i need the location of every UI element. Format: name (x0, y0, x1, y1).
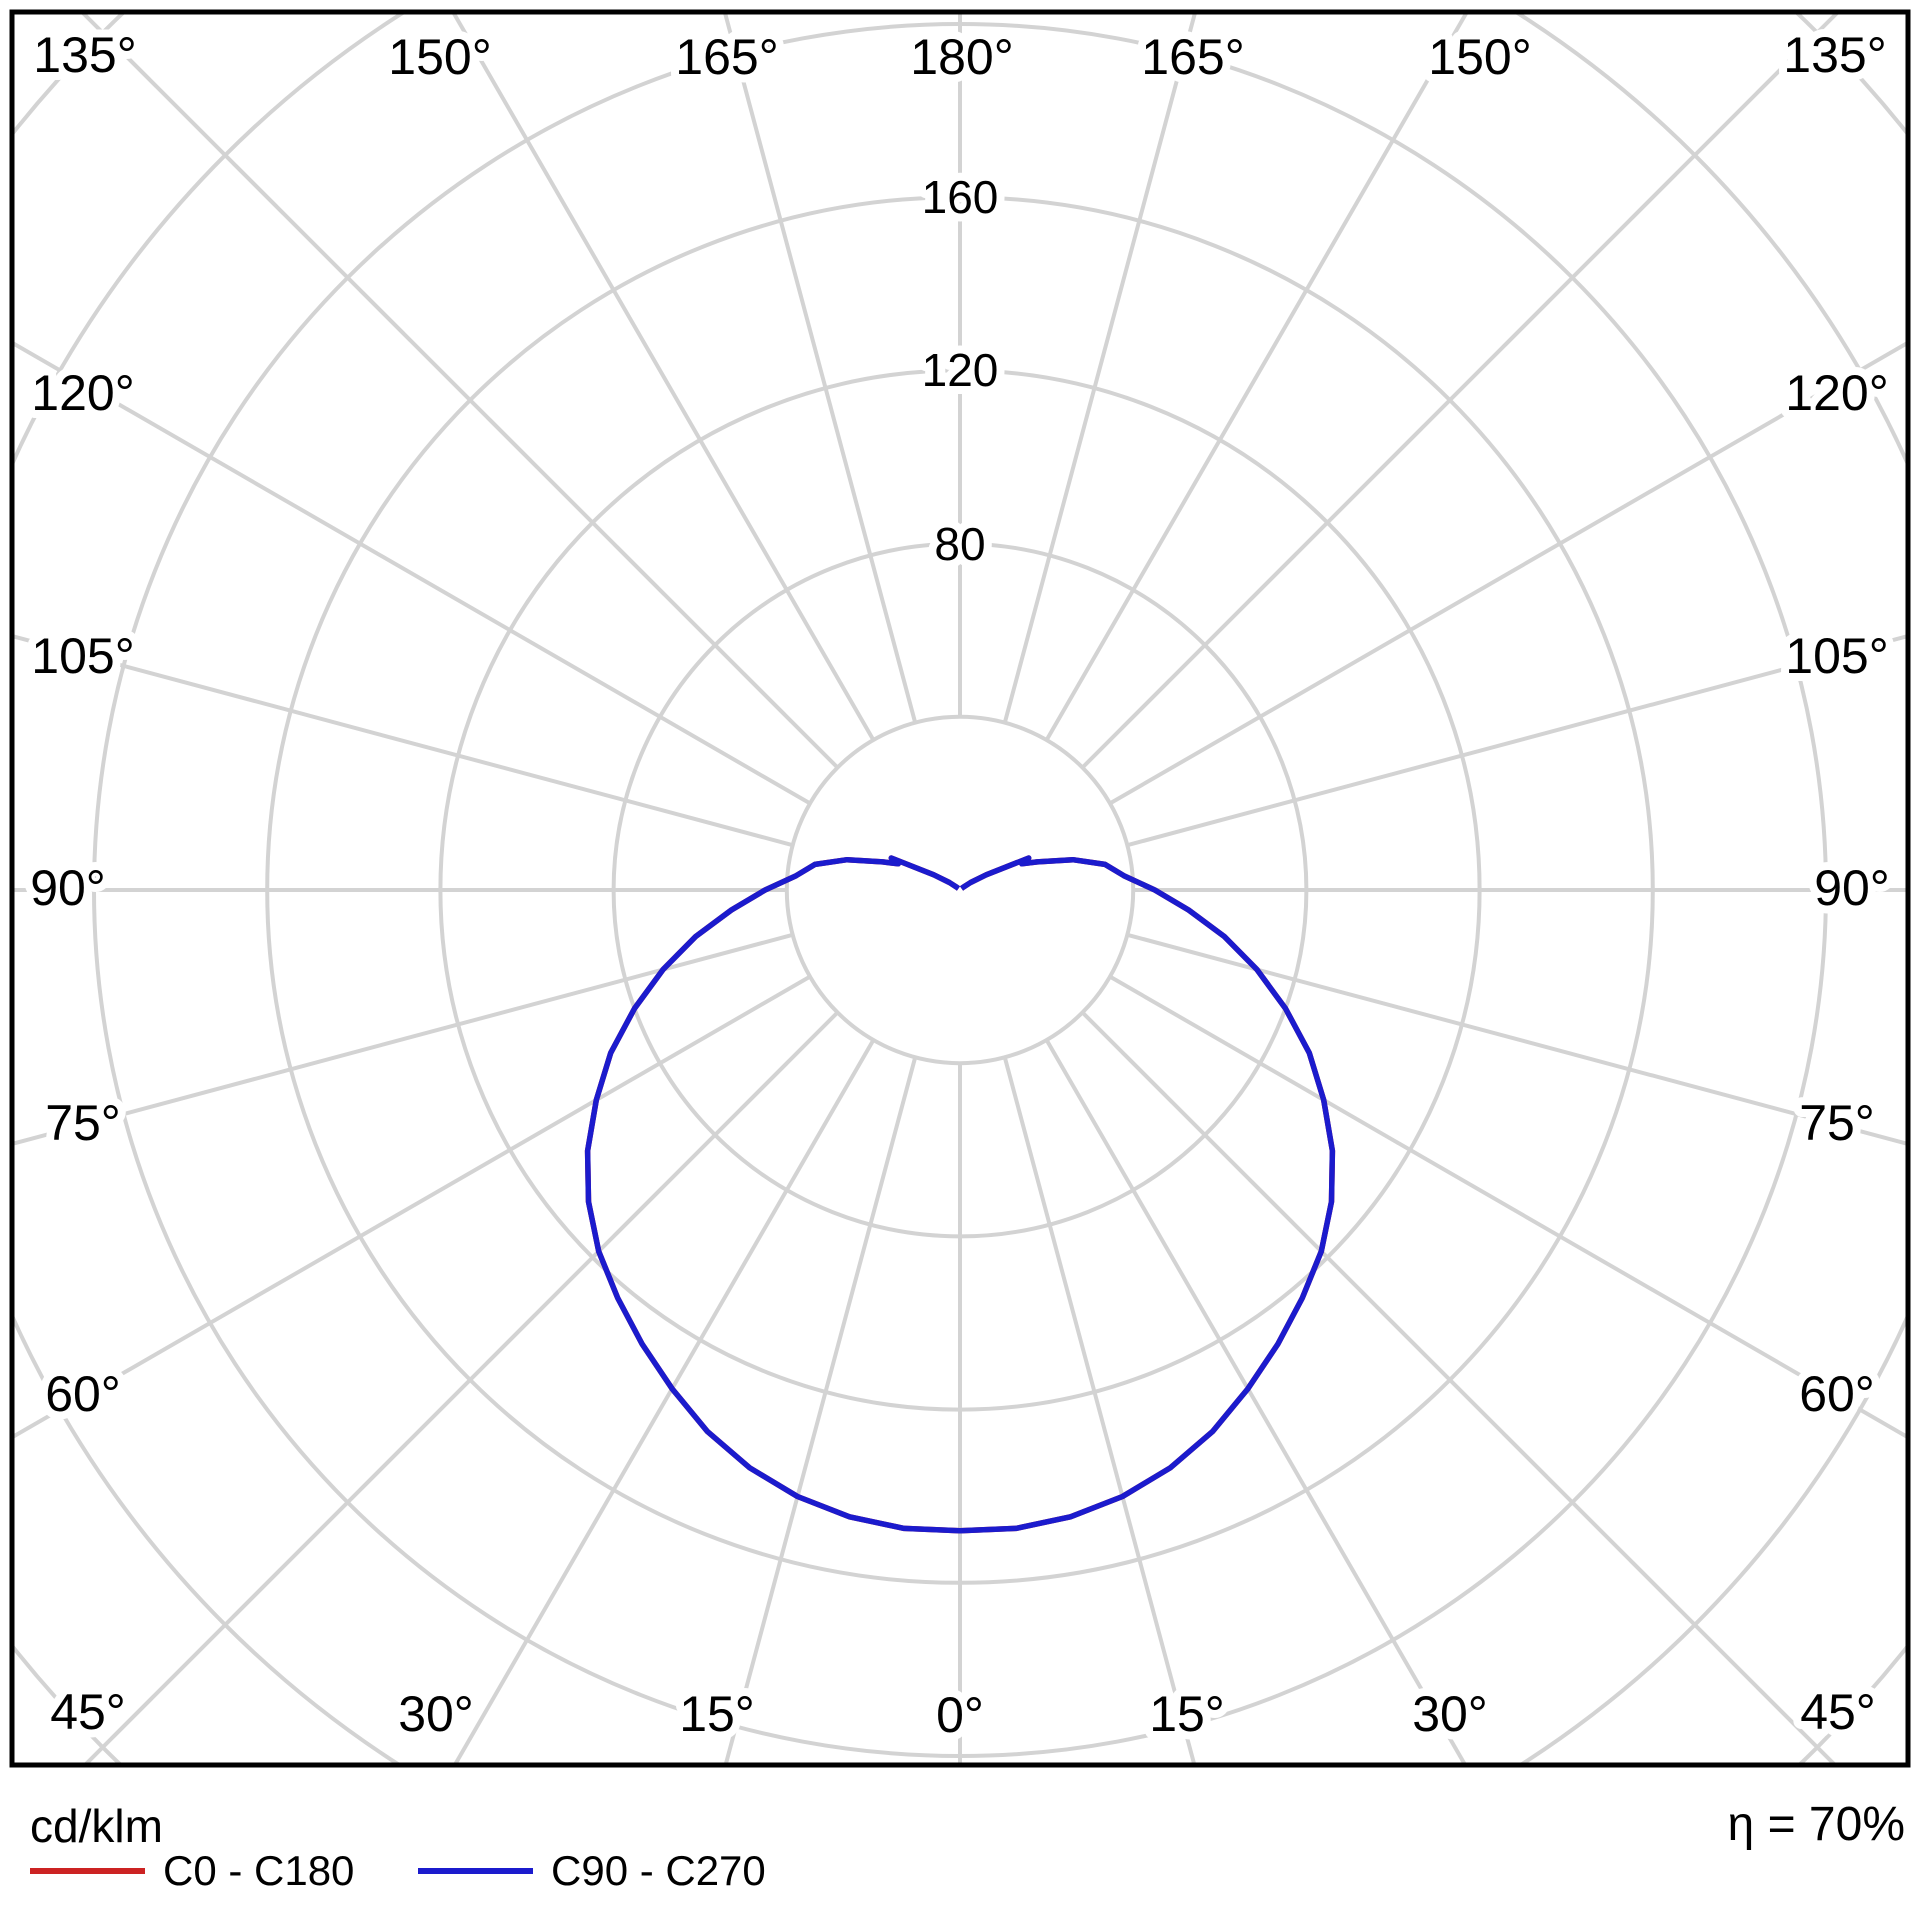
angle-label-top-165: 165° (675, 29, 778, 85)
unit-label: cd/klm (30, 1800, 163, 1852)
angle-label-bottom-30: 30° (1412, 1686, 1488, 1742)
angle-label-bottom-15: 15° (1149, 1686, 1225, 1742)
angle-label-bottom-45: 45° (1800, 1684, 1876, 1740)
angle-label-right-105: 105° (1785, 628, 1888, 684)
angle-label-left-75: 75° (45, 1095, 121, 1151)
radial-tick-label-80: 80 (934, 518, 985, 570)
angle-label-right-60: 60° (1799, 1366, 1875, 1422)
angle-label-top-150: 150° (1428, 29, 1531, 85)
angle-label-top-150: 150° (388, 29, 491, 85)
angle-label-left-105: 105° (31, 628, 134, 684)
efficiency-label: η = 70% (1728, 1798, 1905, 1851)
angle-label-bottom-15: 15° (679, 1686, 755, 1742)
angle-label-right-75: 75° (1799, 1095, 1875, 1151)
angle-label-bottom-45: 45° (50, 1684, 126, 1740)
angle-label-right-90: 90° (1814, 860, 1890, 916)
angle-label-top-135: 135° (1783, 27, 1886, 83)
angle-label-bottom-30: 30° (398, 1686, 474, 1742)
radial-tick-label-120: 120 (922, 344, 999, 396)
angle-label-bottom-0: 0° (936, 1687, 984, 1743)
angle-label-left-90: 90° (30, 860, 106, 916)
angle-label-right-120: 120° (1785, 365, 1888, 421)
angle-label-top-180: 180° (910, 29, 1013, 85)
legend-label-c0-c180: C0 - C180 (163, 1847, 354, 1894)
angle-label-left-60: 60° (45, 1366, 121, 1422)
angle-label-left-120: 120° (31, 365, 134, 421)
angle-label-top-135: 135° (33, 27, 136, 83)
angle-label-top-165: 165° (1141, 29, 1244, 85)
legend-label-c90-c270: C90 - C270 (551, 1847, 766, 1894)
radial-tick-label-160: 160 (922, 171, 999, 223)
